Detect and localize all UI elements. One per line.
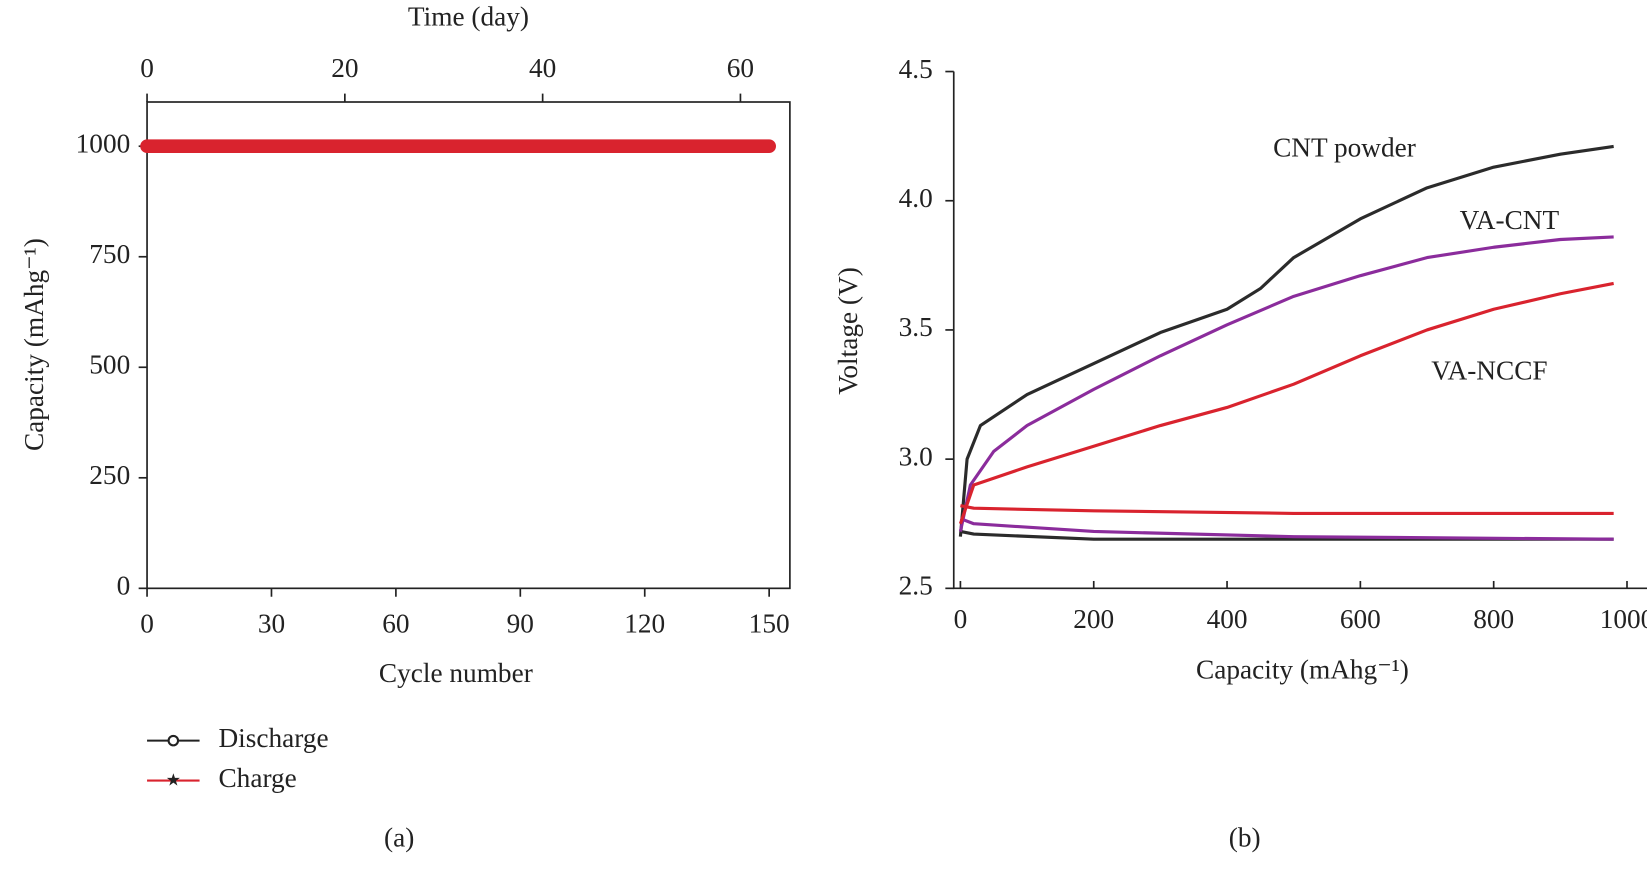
x2-tick-label: 60 xyxy=(727,53,754,83)
x-tick-label: 800 xyxy=(1473,604,1514,634)
panel-label: (b) xyxy=(1229,823,1261,853)
series-label: CNT powder xyxy=(1273,133,1416,163)
plot-frame xyxy=(146,101,791,590)
discharge-curve xyxy=(960,504,1614,515)
y-tick-label: 2.5 xyxy=(899,571,933,601)
panel-label: (a) xyxy=(384,823,414,853)
x-axis-label: Cycle number xyxy=(379,658,533,688)
x-tick-label: 150 xyxy=(749,608,790,638)
y-tick-label: 3.0 xyxy=(899,441,933,471)
x-tick-label: 200 xyxy=(1073,604,1114,634)
y-tick-label: 3.5 xyxy=(899,312,933,342)
y-tick-label: 0 xyxy=(117,571,131,601)
y-axis-label: Capacity (mAhg⁻¹) xyxy=(19,238,49,451)
x-tick-label: 30 xyxy=(258,608,285,638)
x-tick-label: 400 xyxy=(1207,604,1248,634)
y-tick-label: 250 xyxy=(89,460,130,490)
series-label: VA-CNT xyxy=(1460,205,1560,235)
x2-tick-label: 40 xyxy=(529,53,556,83)
x-axis-label: Capacity (mAhg⁻¹) xyxy=(1196,655,1409,685)
x-tick-label: 0 xyxy=(954,604,968,634)
y-tick-label: 1000 xyxy=(76,128,131,158)
legend-marker xyxy=(167,734,180,747)
x2-axis-label: Time (day) xyxy=(408,1,529,31)
y-tick-label: 500 xyxy=(89,350,130,380)
charge-curve xyxy=(958,235,1614,532)
series-label: VA-NCCF xyxy=(1431,355,1547,385)
y-tick-label: 4.5 xyxy=(899,54,933,84)
discharge-curve xyxy=(959,517,1614,541)
x-tick-label: 600 xyxy=(1340,604,1381,634)
x2-tick-label: 20 xyxy=(331,53,358,83)
legend-label: Charge xyxy=(218,763,296,793)
y-tick-label: 750 xyxy=(89,239,130,269)
y-axis-label: Voltage (V) xyxy=(833,267,863,395)
legend-marker: ★ xyxy=(166,770,181,789)
charge-curve xyxy=(958,144,1614,537)
x2-tick-label: 0 xyxy=(140,53,154,83)
discharge-curve xyxy=(960,529,1614,541)
x-tick-label: 90 xyxy=(507,608,534,638)
x-tick-label: 120 xyxy=(624,608,665,638)
x-tick-label: 60 xyxy=(382,608,409,638)
x-tick-label: 1000 xyxy=(1600,604,1647,634)
charge-curve xyxy=(958,281,1614,525)
y-tick-label: 4.0 xyxy=(899,183,933,213)
legend-label: Discharge xyxy=(218,723,328,753)
x-tick-label: 0 xyxy=(140,608,154,638)
